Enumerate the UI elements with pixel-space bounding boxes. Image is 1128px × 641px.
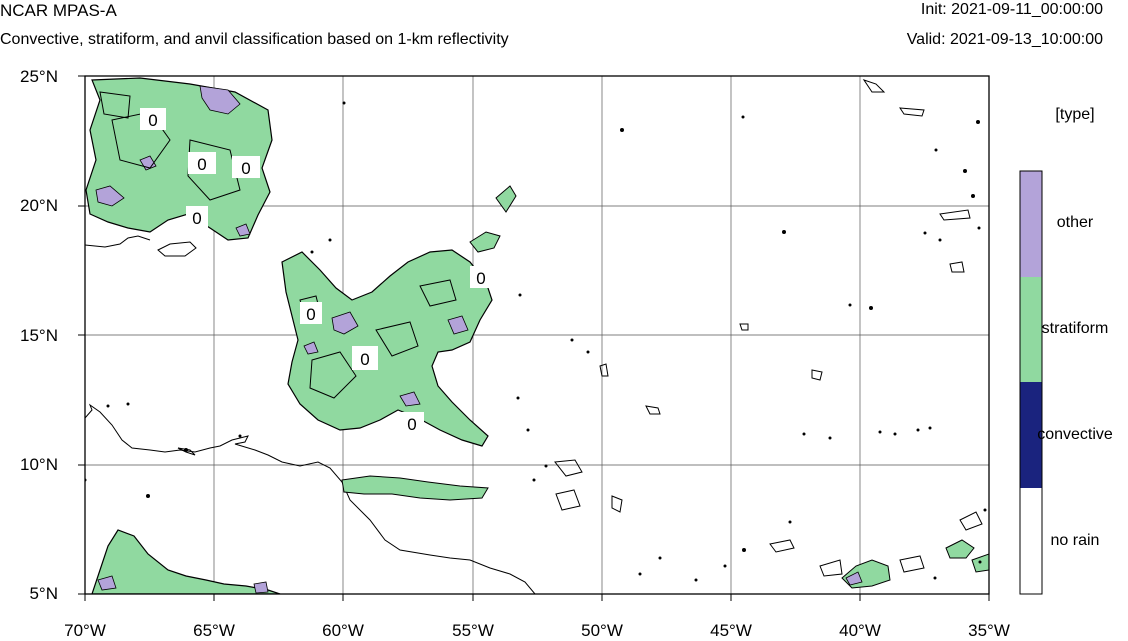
lon-tick-70w: 70°W (64, 621, 106, 640)
lon-tick-50w: 50°W (581, 621, 623, 640)
legend-colorbar (1019, 170, 1043, 595)
lon-tick-60w: 60°W (322, 621, 364, 640)
contour-label-0: 0 (360, 350, 369, 369)
contour-label-0: 0 (197, 155, 206, 174)
legend-title: [type] (1055, 106, 1095, 123)
init-time: Init: 2021-09-11_00:00:00 (920, 1, 1103, 18)
lat-tick-5n: 5°N (29, 584, 58, 603)
legend-swatch-convective (1020, 382, 1042, 488)
legend-swatch-other (1020, 171, 1042, 277)
lon-tick-65w: 65°W (193, 621, 235, 640)
lat-tick-10n: 10°N (20, 455, 58, 474)
map-subtitle: Convective, stratiform, and anvil classi… (0, 31, 509, 48)
lon-tick-45w: 45°W (710, 621, 752, 640)
contour-label-0: 0 (241, 159, 250, 178)
contour-label-0: 0 (148, 111, 157, 130)
lon-tick-35w: 35°W (968, 621, 1010, 640)
contour-label-0: 0 (192, 209, 201, 228)
legend-label-no-rain: no rain (1050, 532, 1100, 549)
lon-tick-55w: 55°W (452, 621, 494, 640)
lat-tick-20n: 20°N (20, 196, 58, 215)
legend-label-other: other (1056, 214, 1094, 231)
legend-swatch-stratiform (1020, 277, 1042, 382)
contour-label-0: 0 (407, 415, 416, 434)
contour-labels: 0 0 0 0 0 0 0 0 (140, 108, 492, 434)
valid-time: Valid: 2021-09-13_10:00:00 (906, 31, 1103, 48)
legend-label-convective: convective (1037, 426, 1113, 443)
axis-ticks (78, 75, 990, 601)
contour-label-0: 0 (306, 305, 315, 324)
lat-tick-25n: 25°N (20, 67, 58, 86)
legend-swatch-no-rain (1020, 488, 1042, 594)
legend-label-stratiform: stratiform (1041, 320, 1109, 337)
map-title: NCAR MPAS-A (0, 1, 117, 20)
lon-tick-40w: 40°W (839, 621, 881, 640)
lat-tick-15n: 15°N (20, 326, 58, 345)
contour-label-0: 0 (476, 269, 485, 288)
precip-areas (85, 77, 989, 594)
